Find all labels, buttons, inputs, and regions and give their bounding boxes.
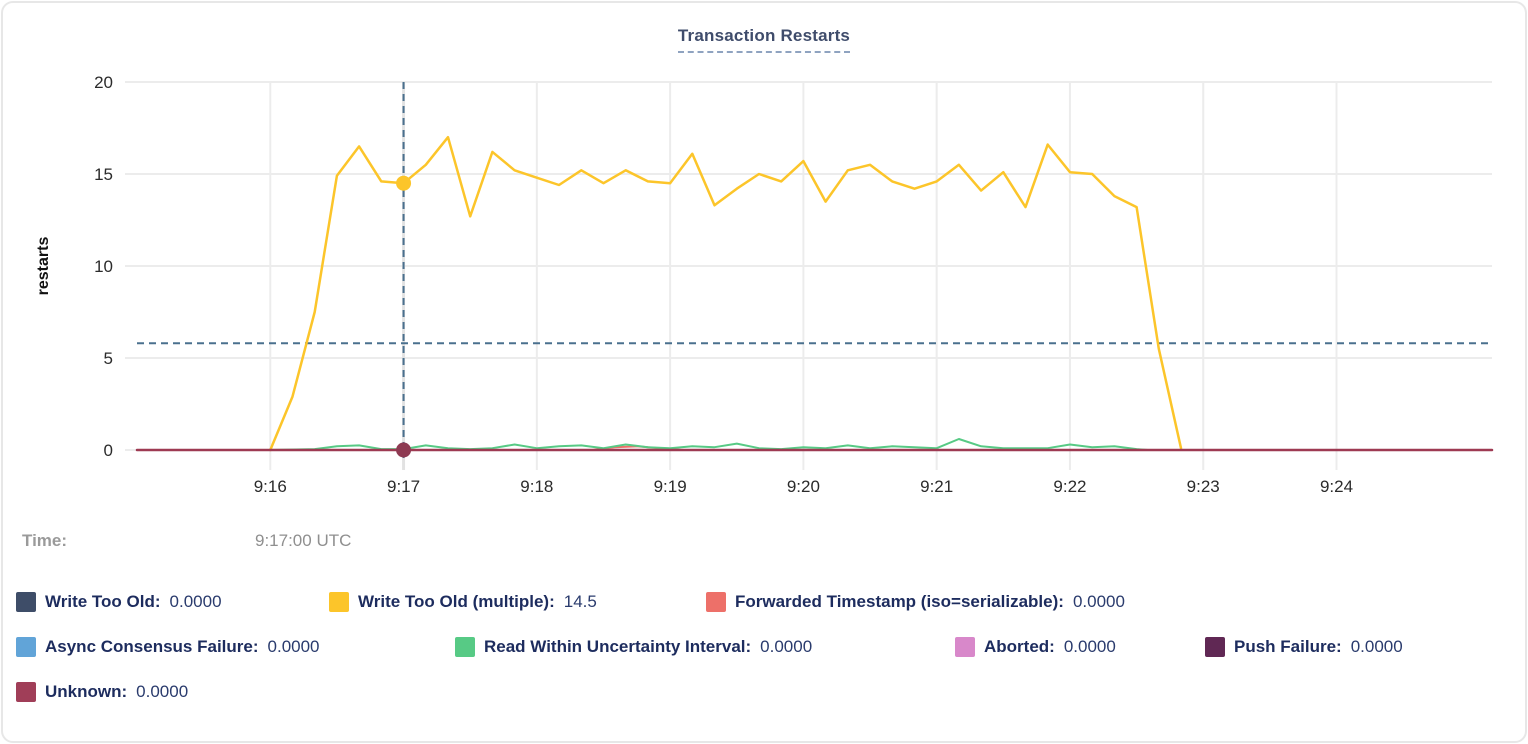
legend-value: 0.0000 — [267, 637, 320, 656]
legend-item-aborted[interactable]: Aborted: 0.0000 — [955, 635, 1116, 659]
legend-value: 0.0000 — [169, 592, 222, 611]
legend-item-async-consensus-failure[interactable]: Async Consensus Failure: 0.0000 — [16, 635, 320, 659]
legend-swatch — [16, 637, 36, 657]
legend-swatch — [455, 637, 475, 657]
legend-item-write-too-old[interactable]: Write Too Old: 0.0000 — [16, 590, 222, 614]
chart-header: Transaction Restarts — [0, 26, 1528, 53]
y-tick-label: 20 — [94, 73, 113, 92]
x-tick-label: 9:20 — [787, 477, 820, 496]
legend-value: 14.5 — [563, 592, 597, 611]
legend-label: Async Consensus Failure: — [45, 637, 259, 656]
legend-label: Forwarded Timestamp (iso=serializable): — [735, 592, 1064, 611]
y-tick-label: 10 — [94, 257, 113, 276]
legend-value: 0.0000 — [1350, 637, 1403, 656]
legend-swatch — [329, 592, 349, 612]
y-tick-label: 0 — [104, 441, 113, 460]
chart-title[interactable]: Transaction Restarts — [677, 26, 851, 53]
hover-time-row: Time: 9:17:00 UTC — [0, 531, 1528, 557]
legend-label: Aborted: — [984, 637, 1055, 656]
legend-item-read-within-uncertainty-interval[interactable]: Read Within Uncertainty Interval: 0.0000 — [455, 635, 812, 659]
legend-value: 0.0000 — [1072, 592, 1125, 611]
transaction-restarts-chart[interactable]: 0 5 10 15 20 9:16 9:17 9:18 9:19 9:20 9:21 9:22 9:23… — [0, 0, 1528, 520]
legend-label: Unknown: — [45, 682, 128, 701]
legend-value: 0.0000 — [136, 682, 189, 701]
series-line-read-within-uncertainty-interval[interactable] — [269, 438, 1149, 451]
legend-swatch — [706, 592, 726, 612]
x-tick-label: 9:16 — [254, 477, 287, 496]
series-line-write-too-old-multiple-[interactable] — [269, 135, 1183, 452]
hover-time-value: 9:17:00 UTC — [255, 531, 352, 550]
x-tick-label: 9:19 — [654, 477, 687, 496]
x-tick-label: 9:24 — [1320, 477, 1353, 496]
legend-swatch — [1205, 637, 1225, 657]
x-tick-label: 9:18 — [520, 477, 553, 496]
legend-label: Push Failure: — [1234, 637, 1342, 656]
y-tick-label: 5 — [104, 349, 113, 368]
legend-item-write-too-old-multiple[interactable]: Write Too Old (multiple): 14.5 — [329, 590, 597, 614]
legend-swatch — [16, 592, 36, 612]
legend-value: 0.0000 — [760, 637, 813, 656]
legend-label: Read Within Uncertainty Interval: — [484, 637, 752, 656]
y-axis-label: restarts — [35, 237, 52, 296]
legend-label: Write Too Old (multiple): — [358, 592, 555, 611]
y-tick-label: 15 — [94, 165, 113, 184]
x-tick-label: 9:17 — [387, 477, 420, 496]
legend-swatch — [955, 637, 975, 657]
x-tick-label: 9:22 — [1053, 477, 1086, 496]
legend-item-forwarded-timestamp-iso-serializable[interactable]: Forwarded Timestamp (iso=serializable): 0… — [706, 590, 1125, 614]
legend-label: Write Too Old: — [45, 592, 161, 611]
hover-time-label: Time: — [22, 531, 68, 550]
legend-item-push-failure[interactable]: Push Failure: 0.0000 — [1205, 635, 1403, 659]
legend-value: 0.0000 — [1063, 637, 1116, 656]
x-tick-label: 9:23 — [1187, 477, 1220, 496]
x-tick-label: 9:21 — [920, 477, 953, 496]
hover-dot-write-too-old-multiple- — [396, 175, 412, 191]
legend-swatch — [16, 682, 36, 702]
hover-dot-unknown — [396, 442, 412, 458]
legend-item-unknown[interactable]: Unknown: 0.0000 — [16, 680, 188, 704]
